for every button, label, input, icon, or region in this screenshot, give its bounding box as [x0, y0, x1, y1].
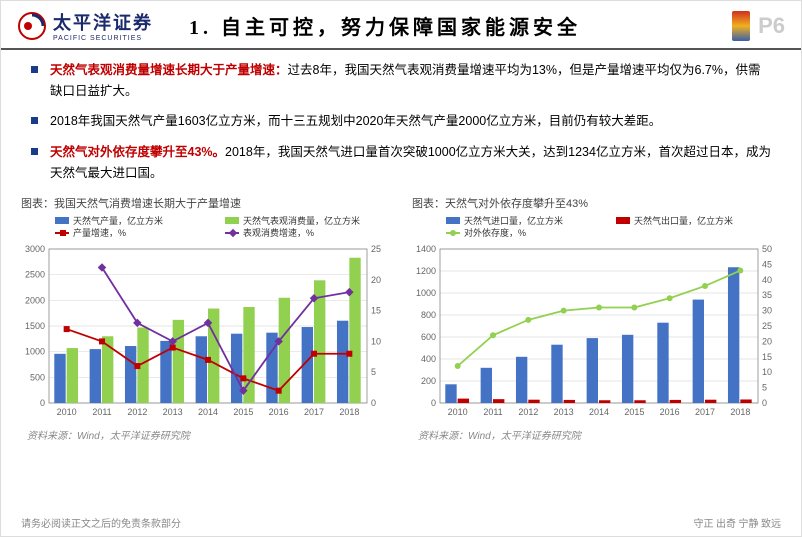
svg-text:2011: 2011: [483, 407, 502, 417]
svg-text:2000: 2000: [25, 295, 45, 305]
svg-text:35: 35: [762, 290, 772, 300]
svg-text:1000: 1000: [25, 347, 45, 357]
header: 太平洋证券 PACIFIC SECURITIES 1. 自主可控，努力保障国家能…: [1, 1, 801, 50]
chart-right: 图表：天然气对外依存度攀升至43% 0200400600800100012001…: [406, 193, 787, 442]
svg-text:2010: 2010: [57, 407, 77, 417]
footer: 请务必阅读正文之后的免责条款部分 守正 出奇 宁静 致远: [1, 515, 801, 530]
svg-text:2017: 2017: [304, 407, 324, 417]
page-number-box: P6: [732, 11, 785, 41]
svg-text:对外依存度，%: 对外依存度，%: [464, 227, 526, 238]
svg-text:1500: 1500: [25, 321, 45, 331]
chart2-svg: 0 200 400 600 800 1000 1200 1400 0 5 10 15 20 25 30 35 4…: [406, 215, 786, 425]
svg-text:天然气出口量，亿立方米: 天然气出口量，亿立方米: [634, 215, 733, 226]
bullet-marker: [31, 117, 38, 124]
bullet-marker: [31, 148, 38, 155]
svg-text:2011: 2011: [92, 407, 111, 417]
svg-text:天然气产量，亿立方米: 天然气产量，亿立方米: [73, 215, 163, 226]
svg-text:200: 200: [421, 376, 436, 386]
bullet-item: 天然气对外依存度攀升至43%。2018年，我国天然气进口量首次突破1000亿立方…: [31, 142, 771, 183]
svg-text:600: 600: [421, 332, 436, 342]
chart1-source: 资料来源：Wind，太平洋证券研究院: [27, 427, 396, 442]
svg-text:2018: 2018: [339, 407, 359, 417]
svg-text:2016: 2016: [660, 407, 680, 417]
bullet-item: 天然气表观消费量增速长期大于产量增速：过去8年，我国天然气表观消费量增速平均为1…: [31, 60, 771, 101]
page-number: P6: [758, 13, 785, 39]
logo: 太平洋证券 PACIFIC SECURITIES: [17, 9, 153, 42]
svg-text:0: 0: [762, 398, 767, 408]
svg-text:25: 25: [762, 321, 772, 331]
svg-text:50: 50: [762, 244, 772, 254]
bullet-text: 天然气对外依存度攀升至43%。2018年，我国天然气进口量首次突破1000亿立方…: [50, 142, 771, 183]
svg-text:15: 15: [371, 306, 381, 316]
svg-text:2014: 2014: [589, 407, 609, 417]
logo-text-cn: 太平洋证券: [53, 9, 153, 35]
svg-text:2015: 2015: [233, 407, 253, 417]
chart1-title: 图表：我国天然气消费增速长期大于产量增速: [21, 195, 396, 211]
svg-text:400: 400: [421, 354, 436, 364]
svg-text:45: 45: [762, 260, 772, 270]
chart2-title: 图表：天然气对外依存度攀升至43%: [412, 195, 787, 211]
svg-text:2016: 2016: [269, 407, 289, 417]
svg-text:30: 30: [762, 306, 772, 316]
svg-text:2012: 2012: [518, 407, 538, 417]
svg-text:2013: 2013: [554, 407, 574, 417]
bullet-item: 2018年我国天然气产量1603亿立方米，而十三五规划中2020年天然气产量20…: [31, 111, 771, 132]
svg-text:2015: 2015: [624, 407, 644, 417]
svg-text:25: 25: [371, 244, 381, 254]
chart1-svg: 0 500 1000 1500 2000 2500 3000 0 5 10 15 20 25 2010 20…: [15, 215, 395, 425]
svg-text:表观消费增速，%: 表观消费增速，%: [243, 227, 314, 238]
svg-text:1000: 1000: [416, 288, 436, 298]
chart-left: 图表：我国天然气消费增速长期大于产量增速 0500100015002000250…: [15, 193, 396, 442]
svg-text:10: 10: [371, 337, 381, 347]
svg-text:2018: 2018: [730, 407, 750, 417]
logo-text-en: PACIFIC SECURITIES: [53, 35, 153, 42]
bullet-text: 2018年我国天然气产量1603亿立方米，而十三五规划中2020年天然气产量20…: [50, 111, 661, 132]
svg-text:2014: 2014: [198, 407, 218, 417]
svg-text:2013: 2013: [163, 407, 183, 417]
svg-text:0: 0: [40, 398, 45, 408]
svg-text:800: 800: [421, 310, 436, 320]
svg-text:5: 5: [762, 383, 767, 393]
svg-text:2012: 2012: [127, 407, 147, 417]
bullet-marker: [31, 66, 38, 73]
svg-text:10: 10: [762, 367, 772, 377]
bullet-list: 天然气表观消费量增速长期大于产量增速：过去8年，我国天然气表观消费量增速平均为1…: [1, 50, 801, 183]
svg-text:5: 5: [371, 367, 376, 377]
footer-right: 守正 出奇 宁静 致远: [694, 515, 782, 530]
flame-icon: [732, 11, 750, 41]
svg-text:0: 0: [371, 398, 376, 408]
logo-icon: [17, 11, 47, 41]
footer-left: 请务必阅读正文之后的免责条款部分: [21, 515, 181, 530]
svg-text:20: 20: [762, 337, 772, 347]
svg-text:3000: 3000: [25, 244, 45, 254]
svg-text:2010: 2010: [448, 407, 468, 417]
svg-text:1200: 1200: [416, 266, 436, 276]
svg-text:0: 0: [431, 398, 436, 408]
svg-text:产量增速，%: 产量增速，%: [73, 227, 126, 238]
svg-text:1400: 1400: [416, 244, 436, 254]
svg-text:40: 40: [762, 275, 772, 285]
chart2-source: 资料来源：Wind，太平洋证券研究院: [418, 427, 787, 442]
page-title: 1. 自主可控，努力保障国家能源安全: [189, 11, 581, 40]
bullet-text: 天然气表观消费量增速长期大于产量增速：过去8年，我国天然气表观消费量增速平均为1…: [50, 60, 771, 101]
svg-text:2017: 2017: [695, 407, 715, 417]
svg-text:天然气进口量，亿立方米: 天然气进口量，亿立方米: [464, 215, 563, 226]
svg-text:15: 15: [762, 352, 772, 362]
svg-text:500: 500: [30, 372, 45, 382]
svg-text:2500: 2500: [25, 270, 45, 280]
svg-text:20: 20: [371, 275, 381, 285]
svg-text:天然气表观消费量，亿立方米: 天然气表观消费量，亿立方米: [243, 215, 360, 226]
